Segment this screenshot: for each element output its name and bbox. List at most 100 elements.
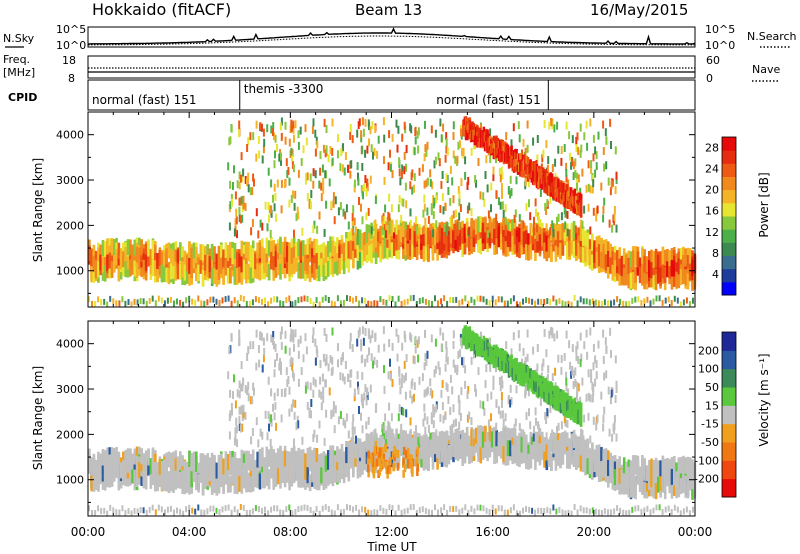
data-cell [555,299,558,306]
data-cell [470,237,473,254]
data-cell [484,216,487,233]
data-cell [470,147,473,156]
data-cell [358,118,361,127]
data-cell [388,213,391,222]
data-cell [602,120,605,129]
data-cell [92,266,96,283]
data-cell [251,219,254,227]
data-cell [411,228,414,245]
data-cell [443,224,446,232]
data-cell [212,296,215,303]
data-cell [308,266,312,283]
data-cell [459,230,462,246]
data-cell [500,183,503,191]
data-cell [452,195,455,204]
data-cell [402,221,405,238]
data-cell [514,209,517,218]
data-cell [388,504,391,511]
data-cell [340,463,344,480]
data-cell [675,271,678,288]
colorbar-swatch [722,242,736,256]
data-cell [575,136,578,145]
data-cell [423,194,426,203]
colorbar-swatch [722,189,736,204]
data-cell [515,301,518,308]
data-cell [285,158,288,167]
data-cell [457,186,460,194]
data-cell [433,197,436,206]
data-cell [468,119,472,130]
data-cell [136,508,139,515]
data-cell [529,227,533,244]
data-cell [358,461,362,478]
data-cell [456,430,460,447]
data-cell [559,182,563,193]
data-cell [388,130,391,139]
data-cell [133,239,137,256]
data-cell [212,505,215,512]
data-cell [634,246,637,263]
data-cell [101,256,105,273]
data-cell [433,160,436,169]
data-cell [92,455,96,472]
data-cell [142,298,145,305]
data-cell [144,254,148,271]
data-cell [622,509,625,516]
data-cell [118,300,121,307]
data-cell [376,300,379,307]
data-cell [251,457,255,473]
data-cell [565,121,568,130]
data-cell [568,449,571,466]
data-cell [280,132,283,141]
data-cell [581,437,585,454]
data-cell [322,264,326,281]
data-cell [383,430,387,447]
data-cell [363,443,366,460]
data-cell [142,507,145,514]
data-cell [610,180,613,189]
data-cell [319,167,322,176]
data-cell [564,221,567,230]
data-cell [368,224,371,241]
data-cell [364,506,367,513]
data-cell [482,192,485,201]
data-cell [475,179,477,188]
data-cell [286,257,289,274]
data-cell [525,439,528,456]
data-cell [344,152,347,160]
data-cell [188,257,191,274]
data-cell [272,458,275,474]
data-cell [487,137,491,148]
data-cell [109,504,112,511]
data-cell [482,505,485,512]
data-cell [112,298,115,305]
data-cell [130,301,133,308]
data-cell [465,440,469,457]
data-cell [629,272,633,289]
data-cell [381,220,384,229]
data-cell [386,430,389,447]
data-cell [534,173,537,184]
data-cell [342,245,346,262]
data-cell [255,120,258,129]
data-cell [247,472,250,489]
data-cell [267,240,271,257]
data-cell [594,146,597,155]
data-cell [486,229,489,238]
data-cell [274,470,278,487]
data-cell [364,175,367,184]
data-cell [441,171,444,179]
data-cell [577,451,580,468]
data-cell [373,147,376,156]
data-cell [306,258,310,275]
data-cell [645,256,649,273]
data-cell [278,153,281,162]
data-cell [473,508,476,515]
data-cell [417,228,420,237]
data-cell [497,296,500,303]
data-cell [245,300,248,307]
data-cell [313,429,316,438]
data-cell [249,245,253,261]
data-cell [108,252,112,269]
data-cell [266,223,269,232]
